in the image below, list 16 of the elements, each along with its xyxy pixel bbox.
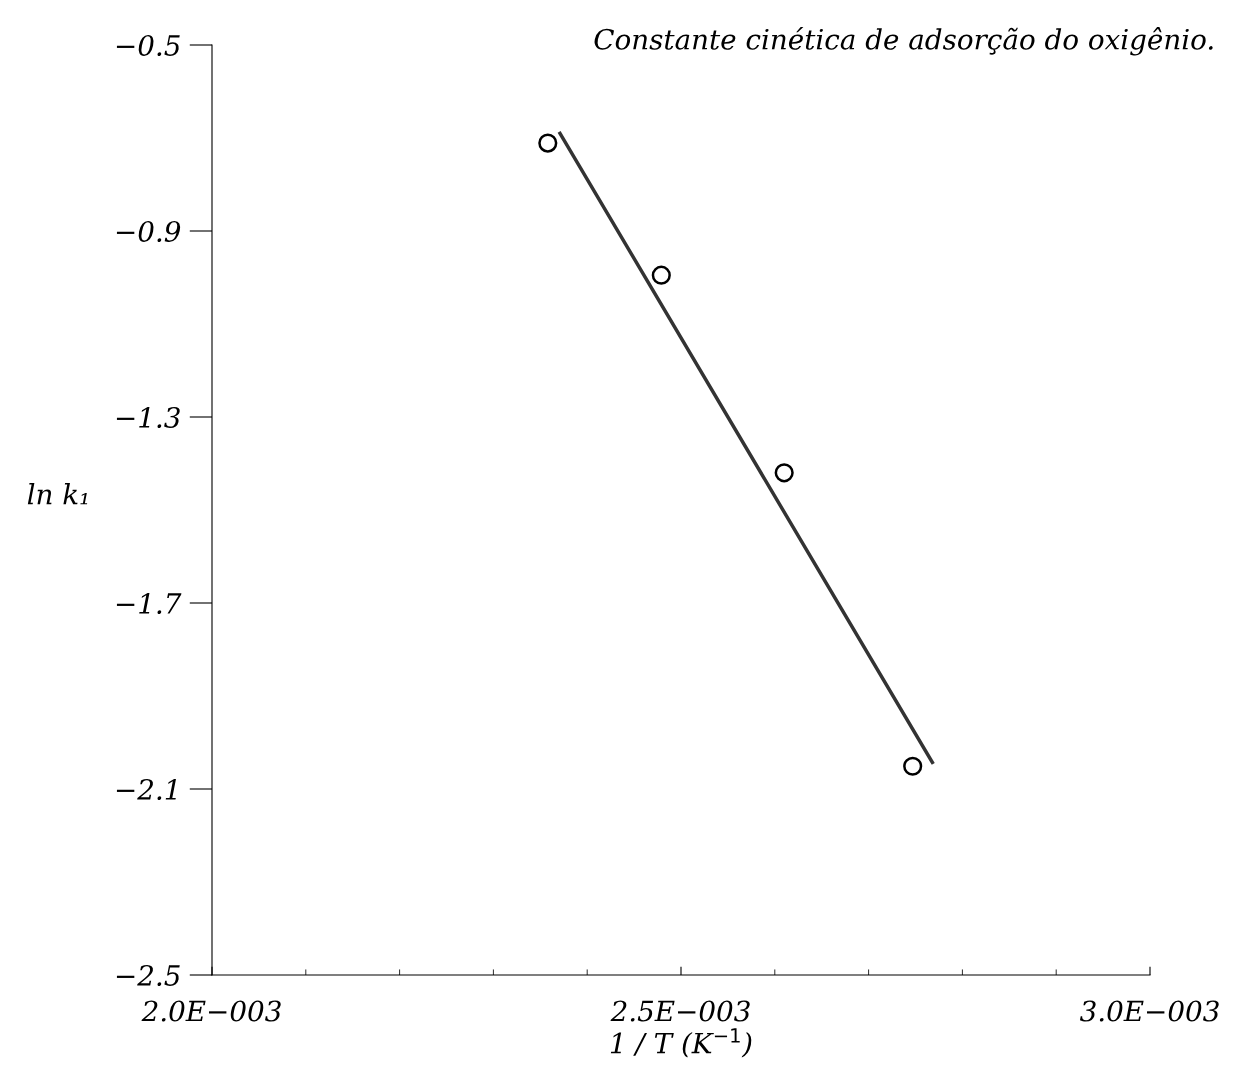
y-tick-label: −0.5 (116, 34, 180, 56)
y-tick-label: −1.3 (116, 406, 180, 428)
point (538, 133, 558, 153)
y-tick-label: −0.9 (116, 220, 181, 242)
y-axis-title: ln k₁ (27, 483, 88, 505)
y-tick-label: −2.1 (116, 778, 176, 800)
y-tick-label: −1.7 (116, 592, 182, 614)
x-tick-label: 3.0E−003 (1079, 1000, 1219, 1022)
x-axis-title: 1 / T (K$^{−1}$) (610, 1028, 752, 1058)
point (903, 756, 923, 776)
chart-title: Constante cinética de adsorção do oxigênio. (594, 27, 1213, 56)
y-tick-label: −2.5 (116, 964, 180, 986)
x-tick-label: 2.0E−003 (141, 1000, 281, 1022)
point (774, 463, 794, 483)
x-tick-label: 2.5E−003 (610, 1000, 750, 1022)
point (651, 265, 671, 285)
